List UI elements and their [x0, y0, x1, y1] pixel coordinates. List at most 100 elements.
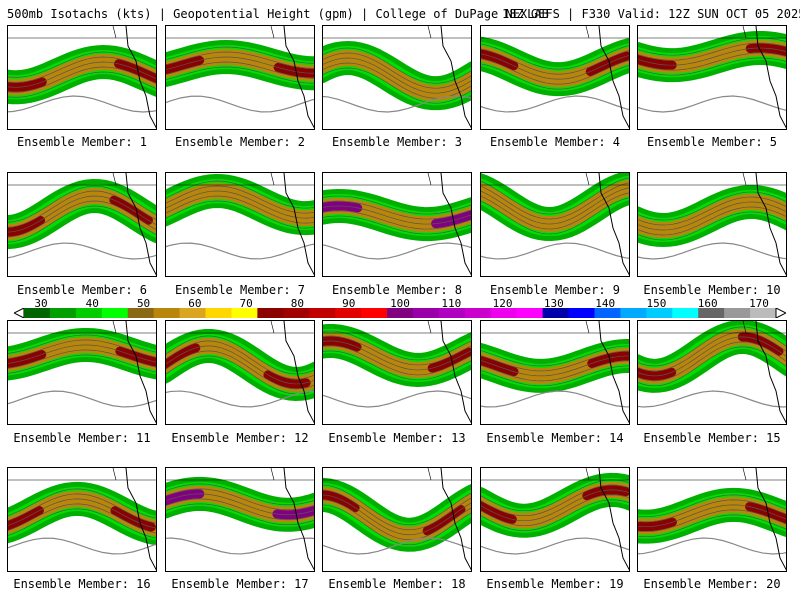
colorbar-segment	[387, 308, 414, 318]
height-contour	[481, 58, 629, 85]
colorbar-tick-label: 150	[646, 297, 667, 310]
height-contour	[481, 242, 629, 260]
height-contour	[638, 326, 786, 367]
political-border	[481, 468, 629, 481]
ensemble-panel	[165, 467, 315, 572]
isotach-map	[638, 321, 786, 424]
height-contour	[638, 201, 786, 231]
height-contour	[323, 345, 471, 376]
height-contour	[323, 340, 471, 371]
height-contour	[8, 390, 156, 408]
height-contour	[8, 185, 156, 223]
height-contour	[481, 95, 629, 113]
height-contour	[166, 242, 314, 260]
colorbar-tick-label: 100	[390, 297, 410, 310]
height-contour	[166, 350, 314, 390]
political-border	[166, 26, 314, 39]
height-contour	[638, 57, 786, 76]
height-contour	[481, 187, 629, 225]
height-contour	[166, 195, 314, 224]
height-contour	[638, 191, 786, 221]
ensemble-member-label: Ensemble Member: 11	[13, 431, 151, 445]
height-contour	[481, 484, 629, 517]
height-contour	[166, 61, 314, 79]
height-contour	[638, 196, 786, 226]
height-contour	[8, 503, 156, 534]
height-contour	[638, 47, 786, 66]
height-contour	[166, 200, 314, 229]
colorbar-segment	[283, 308, 310, 318]
height-contour	[638, 504, 786, 528]
ensemble-panel	[480, 320, 630, 425]
ensemble-panel	[637, 320, 787, 425]
height-contour	[8, 205, 156, 243]
political-border	[323, 468, 471, 481]
height-contour	[481, 365, 629, 387]
height-contour	[8, 61, 156, 88]
colorbar-segment	[698, 308, 725, 318]
height-contour	[481, 182, 629, 220]
isotach-map	[481, 468, 629, 571]
political-border	[8, 468, 156, 481]
ensemble-member-label: Ensemble Member: 4	[489, 135, 621, 149]
height-contour	[8, 71, 156, 98]
political-border	[638, 173, 786, 186]
height-contour	[8, 66, 156, 93]
political-border	[8, 173, 156, 186]
colorbar-segment	[646, 308, 673, 318]
height-contour	[166, 190, 314, 219]
colorbar-segment	[672, 308, 699, 318]
colorbar-segment	[24, 308, 51, 318]
colorbar-tick-label: 130	[543, 297, 564, 310]
ensemble-panel	[322, 25, 472, 130]
colorbar-segment	[101, 308, 129, 318]
political-border	[323, 173, 471, 186]
colorbar-tick-label: 60	[188, 297, 202, 310]
political-border	[8, 26, 156, 39]
coastline	[440, 321, 471, 424]
height-contour	[323, 210, 471, 230]
political-border	[323, 26, 471, 39]
colorbar-tick-label: 70	[239, 297, 253, 310]
height-contour	[8, 242, 156, 260]
height-contour	[638, 211, 786, 241]
height-contour	[323, 494, 471, 536]
colorbar-tick-label: 110	[441, 297, 462, 310]
colorbar-segment	[231, 308, 258, 318]
height-contour	[481, 350, 629, 372]
ensemble-member-label: Ensemble Member: 15	[643, 431, 781, 445]
height-contour	[166, 390, 314, 408]
colorbar-segment	[205, 308, 232, 318]
height-contour	[166, 345, 314, 385]
height-contour	[8, 488, 156, 519]
height-contour	[481, 345, 629, 367]
ensemble-panel	[165, 172, 315, 277]
coastline	[598, 468, 629, 571]
height-contour	[8, 95, 156, 113]
colorbar-segment	[750, 308, 777, 318]
coastline	[440, 26, 471, 129]
political-border	[481, 321, 629, 334]
colorbar-segment	[127, 308, 155, 318]
height-contour	[638, 341, 786, 382]
isotach-map	[323, 468, 471, 571]
height-contour	[323, 52, 471, 89]
coastline	[283, 173, 314, 276]
ensemble-member-label: Ensemble Member: 17	[171, 577, 309, 591]
coastline	[125, 468, 156, 571]
height-contour	[638, 331, 786, 372]
colorbar-segment	[309, 308, 336, 318]
political-border	[638, 321, 786, 334]
isotach-map	[166, 321, 314, 424]
chart-title: 500mb Isotachs (kts) | Geopotential Heig…	[7, 7, 549, 21]
ensemble-panel	[165, 320, 315, 425]
ensemble-panel	[7, 25, 157, 130]
coastline	[598, 26, 629, 129]
height-contour	[8, 349, 156, 369]
height-contour	[8, 493, 156, 524]
coastline	[755, 321, 786, 424]
coastline	[283, 468, 314, 571]
political-border	[638, 26, 786, 39]
colorbar-max-arrow	[775, 308, 786, 318]
height-contour	[323, 47, 471, 84]
